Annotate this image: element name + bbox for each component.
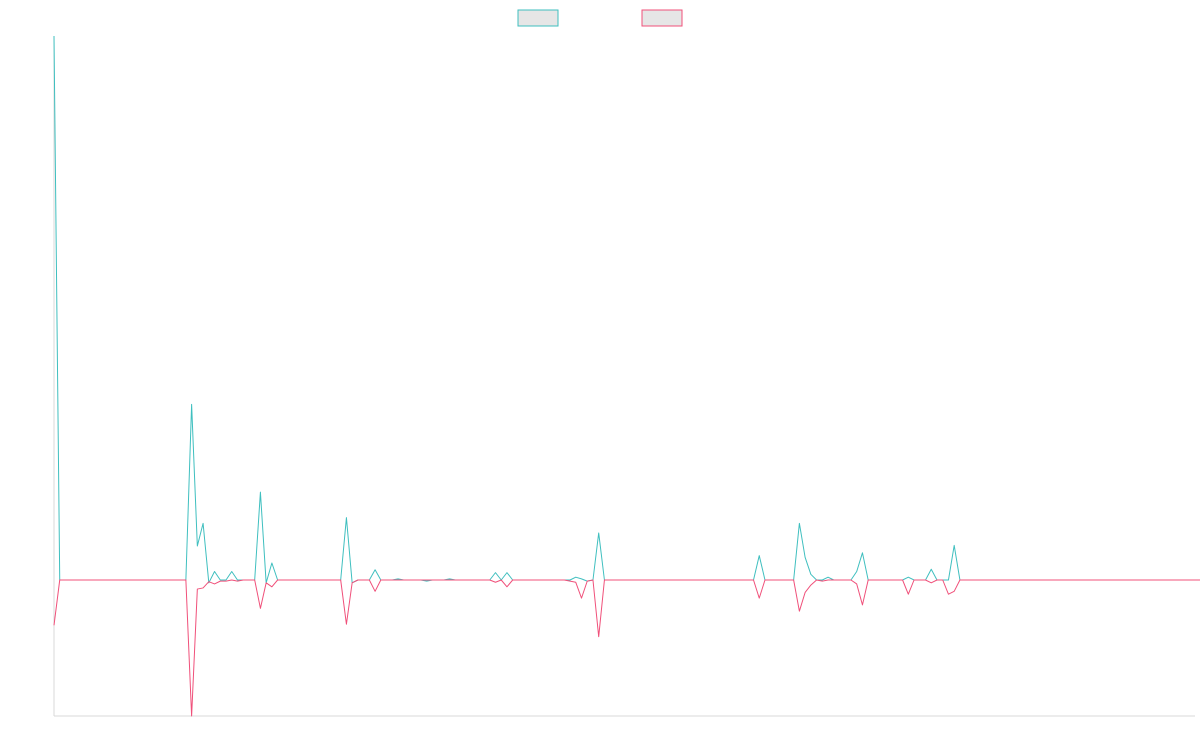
legend-swatch-2[interactable] <box>641 9 683 27</box>
axes <box>53 36 1195 717</box>
series-lines <box>53 35 1200 717</box>
series-line-1 <box>53 35 1200 584</box>
series-line-2 <box>53 579 1200 717</box>
legend-swatch-1[interactable] <box>517 9 559 27</box>
legend[interactable] <box>517 9 683 27</box>
